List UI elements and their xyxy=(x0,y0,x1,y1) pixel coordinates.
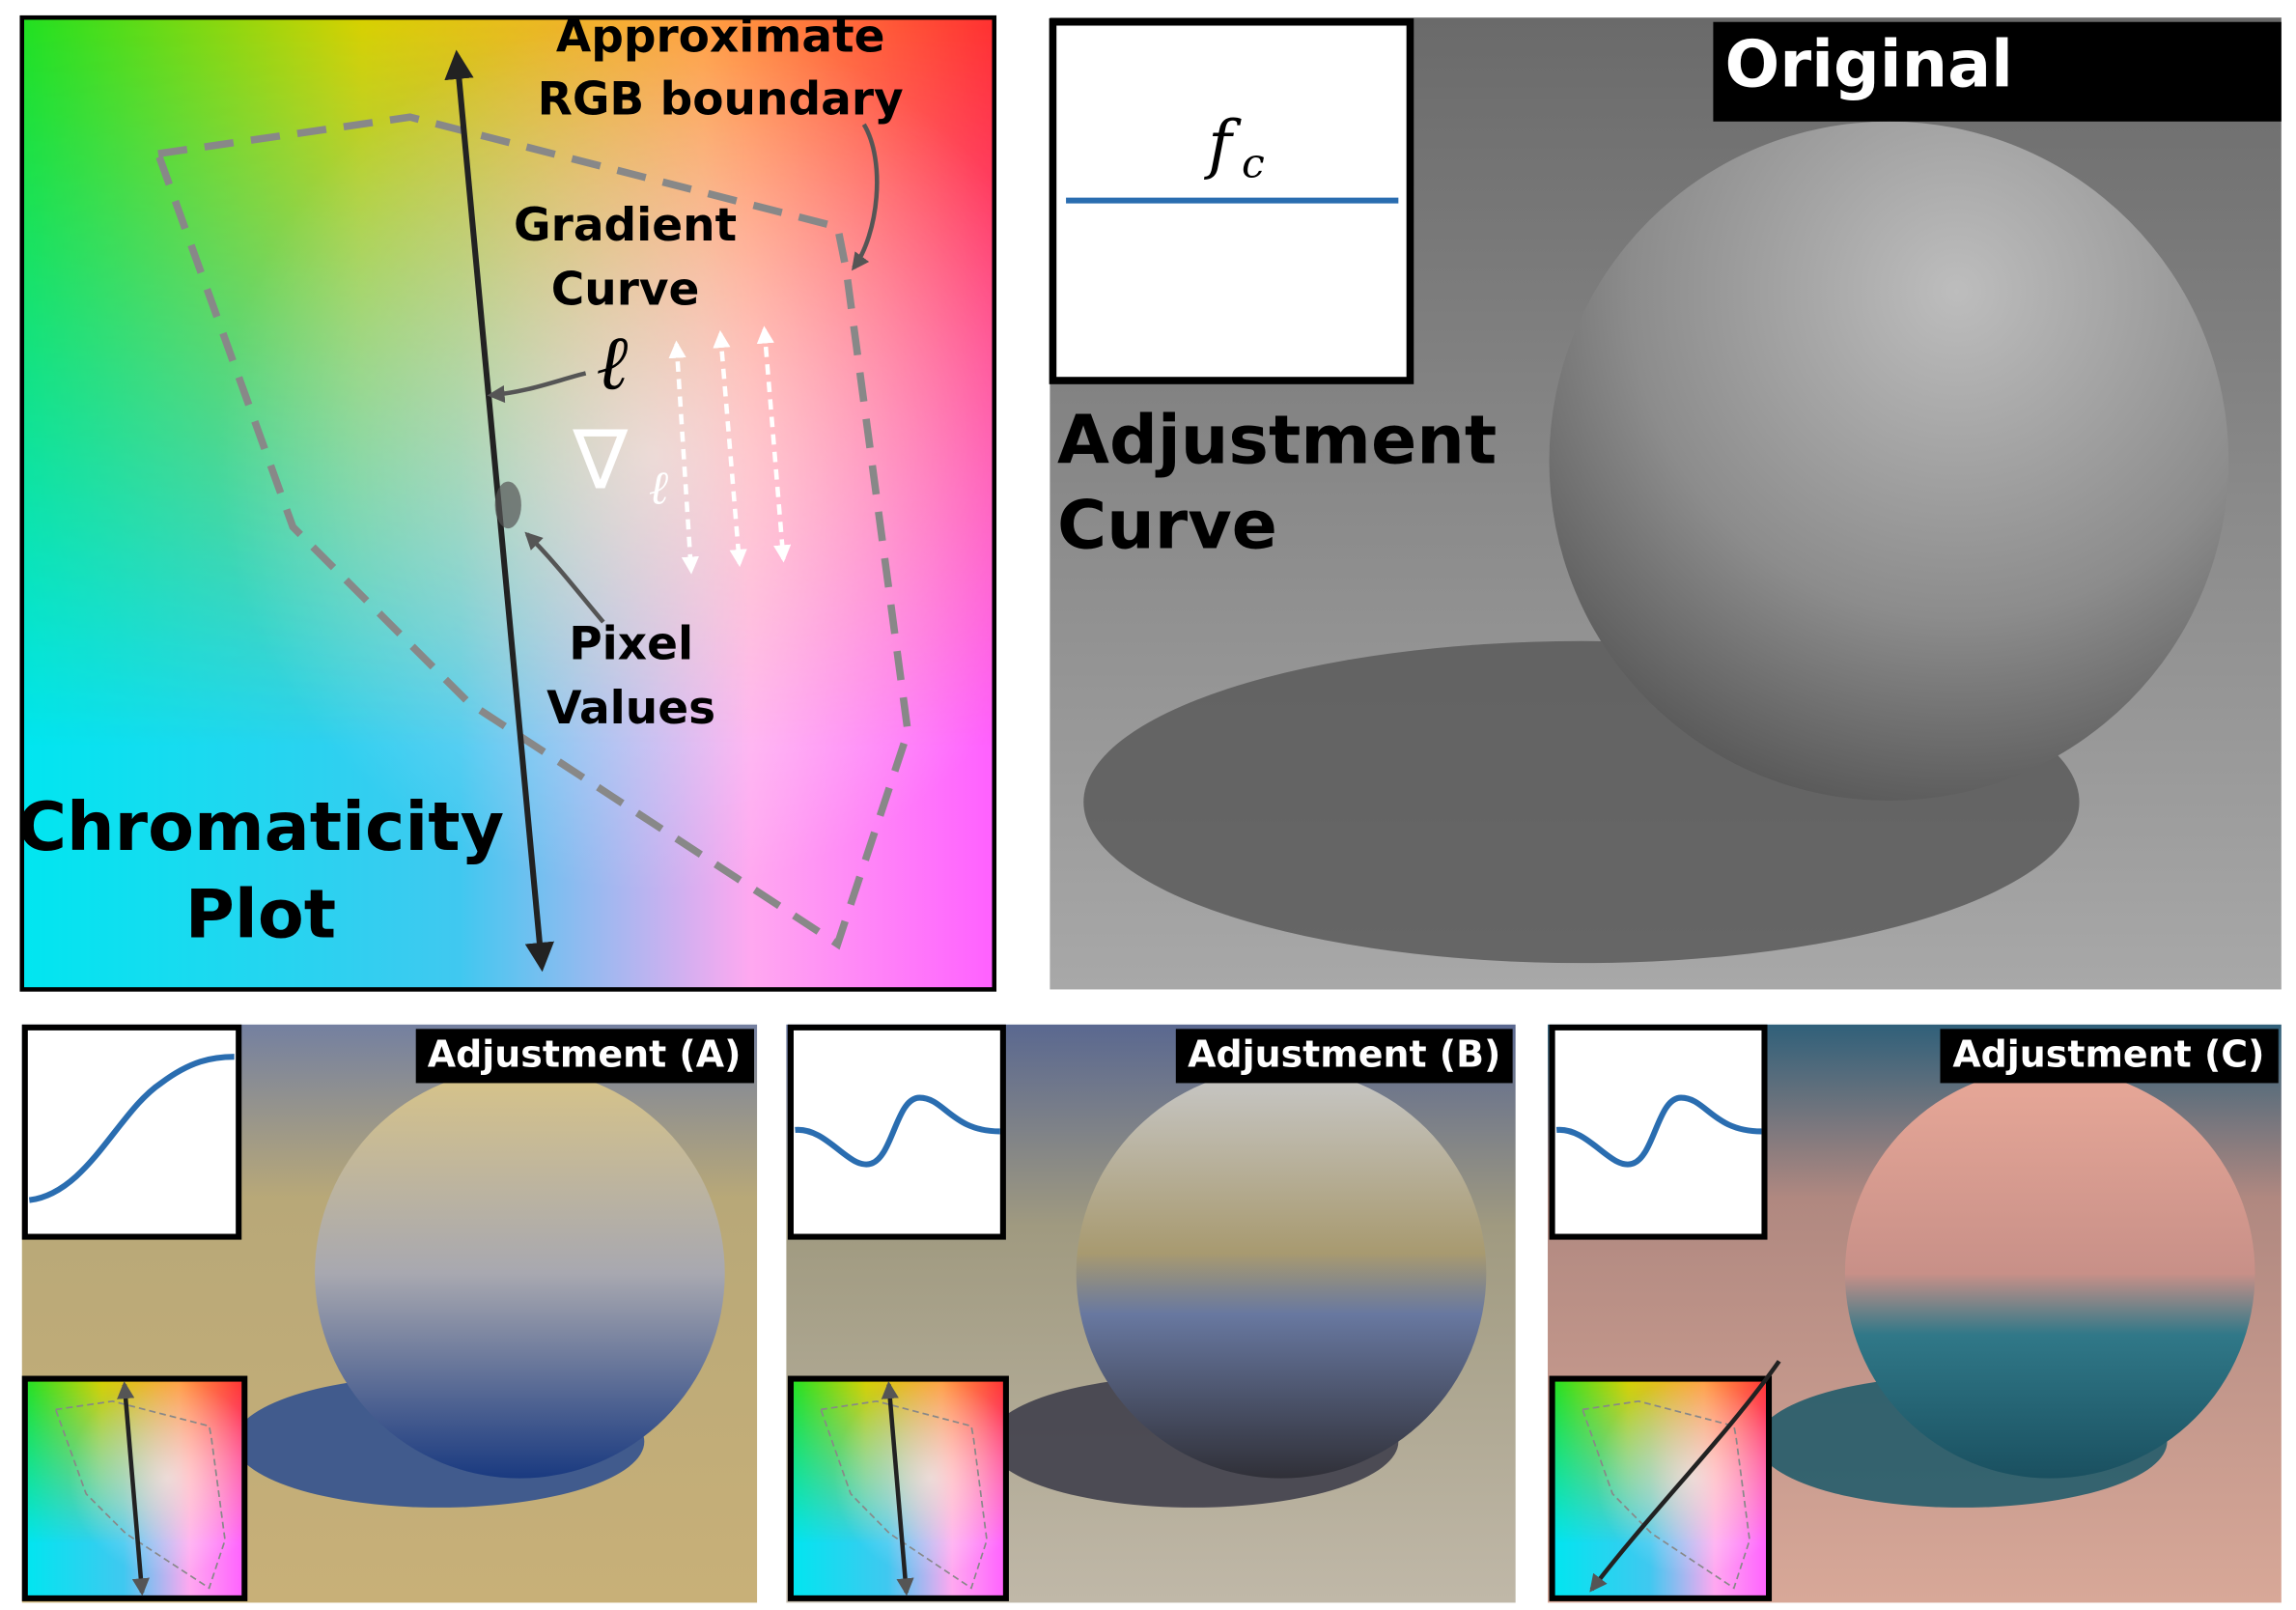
symbol: ℓ xyxy=(649,462,668,516)
panel-c: Adjustment (C) xyxy=(1548,1024,2282,1603)
symbol: c xyxy=(1242,141,1265,188)
panel-b: Adjustment (B) xyxy=(786,1024,1516,1603)
pixel-cluster xyxy=(494,481,521,529)
panel-label: Chromaticity xyxy=(17,788,504,866)
annotation: Gradient xyxy=(514,199,737,252)
annotation: Approximate xyxy=(556,10,885,63)
panel-label: Plot xyxy=(185,876,336,954)
annotation: Adjustment xyxy=(1057,402,1497,480)
panel-a: Adjustment (A) xyxy=(21,1024,758,1603)
annotation: Curve xyxy=(551,264,700,317)
annotation: RGB boundary xyxy=(538,73,904,127)
pointer xyxy=(524,531,605,624)
annotation: Values xyxy=(546,682,715,735)
panel-label: Adjustment (B) xyxy=(1188,1033,1500,1076)
pointer xyxy=(487,371,587,404)
symbol: ℓ xyxy=(597,318,629,407)
panel-label: Adjustment (C) xyxy=(1952,1033,2264,1076)
panel-label: Adjustment (A) xyxy=(428,1033,742,1076)
panel-label: Original xyxy=(1725,26,2013,101)
pointer xyxy=(852,123,880,271)
annotation: Pixel xyxy=(569,617,693,670)
gradient-arrows xyxy=(668,325,792,575)
original-panel: f c Original Adjustment Curve xyxy=(1049,17,2282,990)
symbol: ∇ xyxy=(572,412,629,508)
annotation: Curve xyxy=(1057,487,1277,565)
chromaticity-panel: Approximate RGB boundary Gradient Curve … xyxy=(17,10,997,992)
